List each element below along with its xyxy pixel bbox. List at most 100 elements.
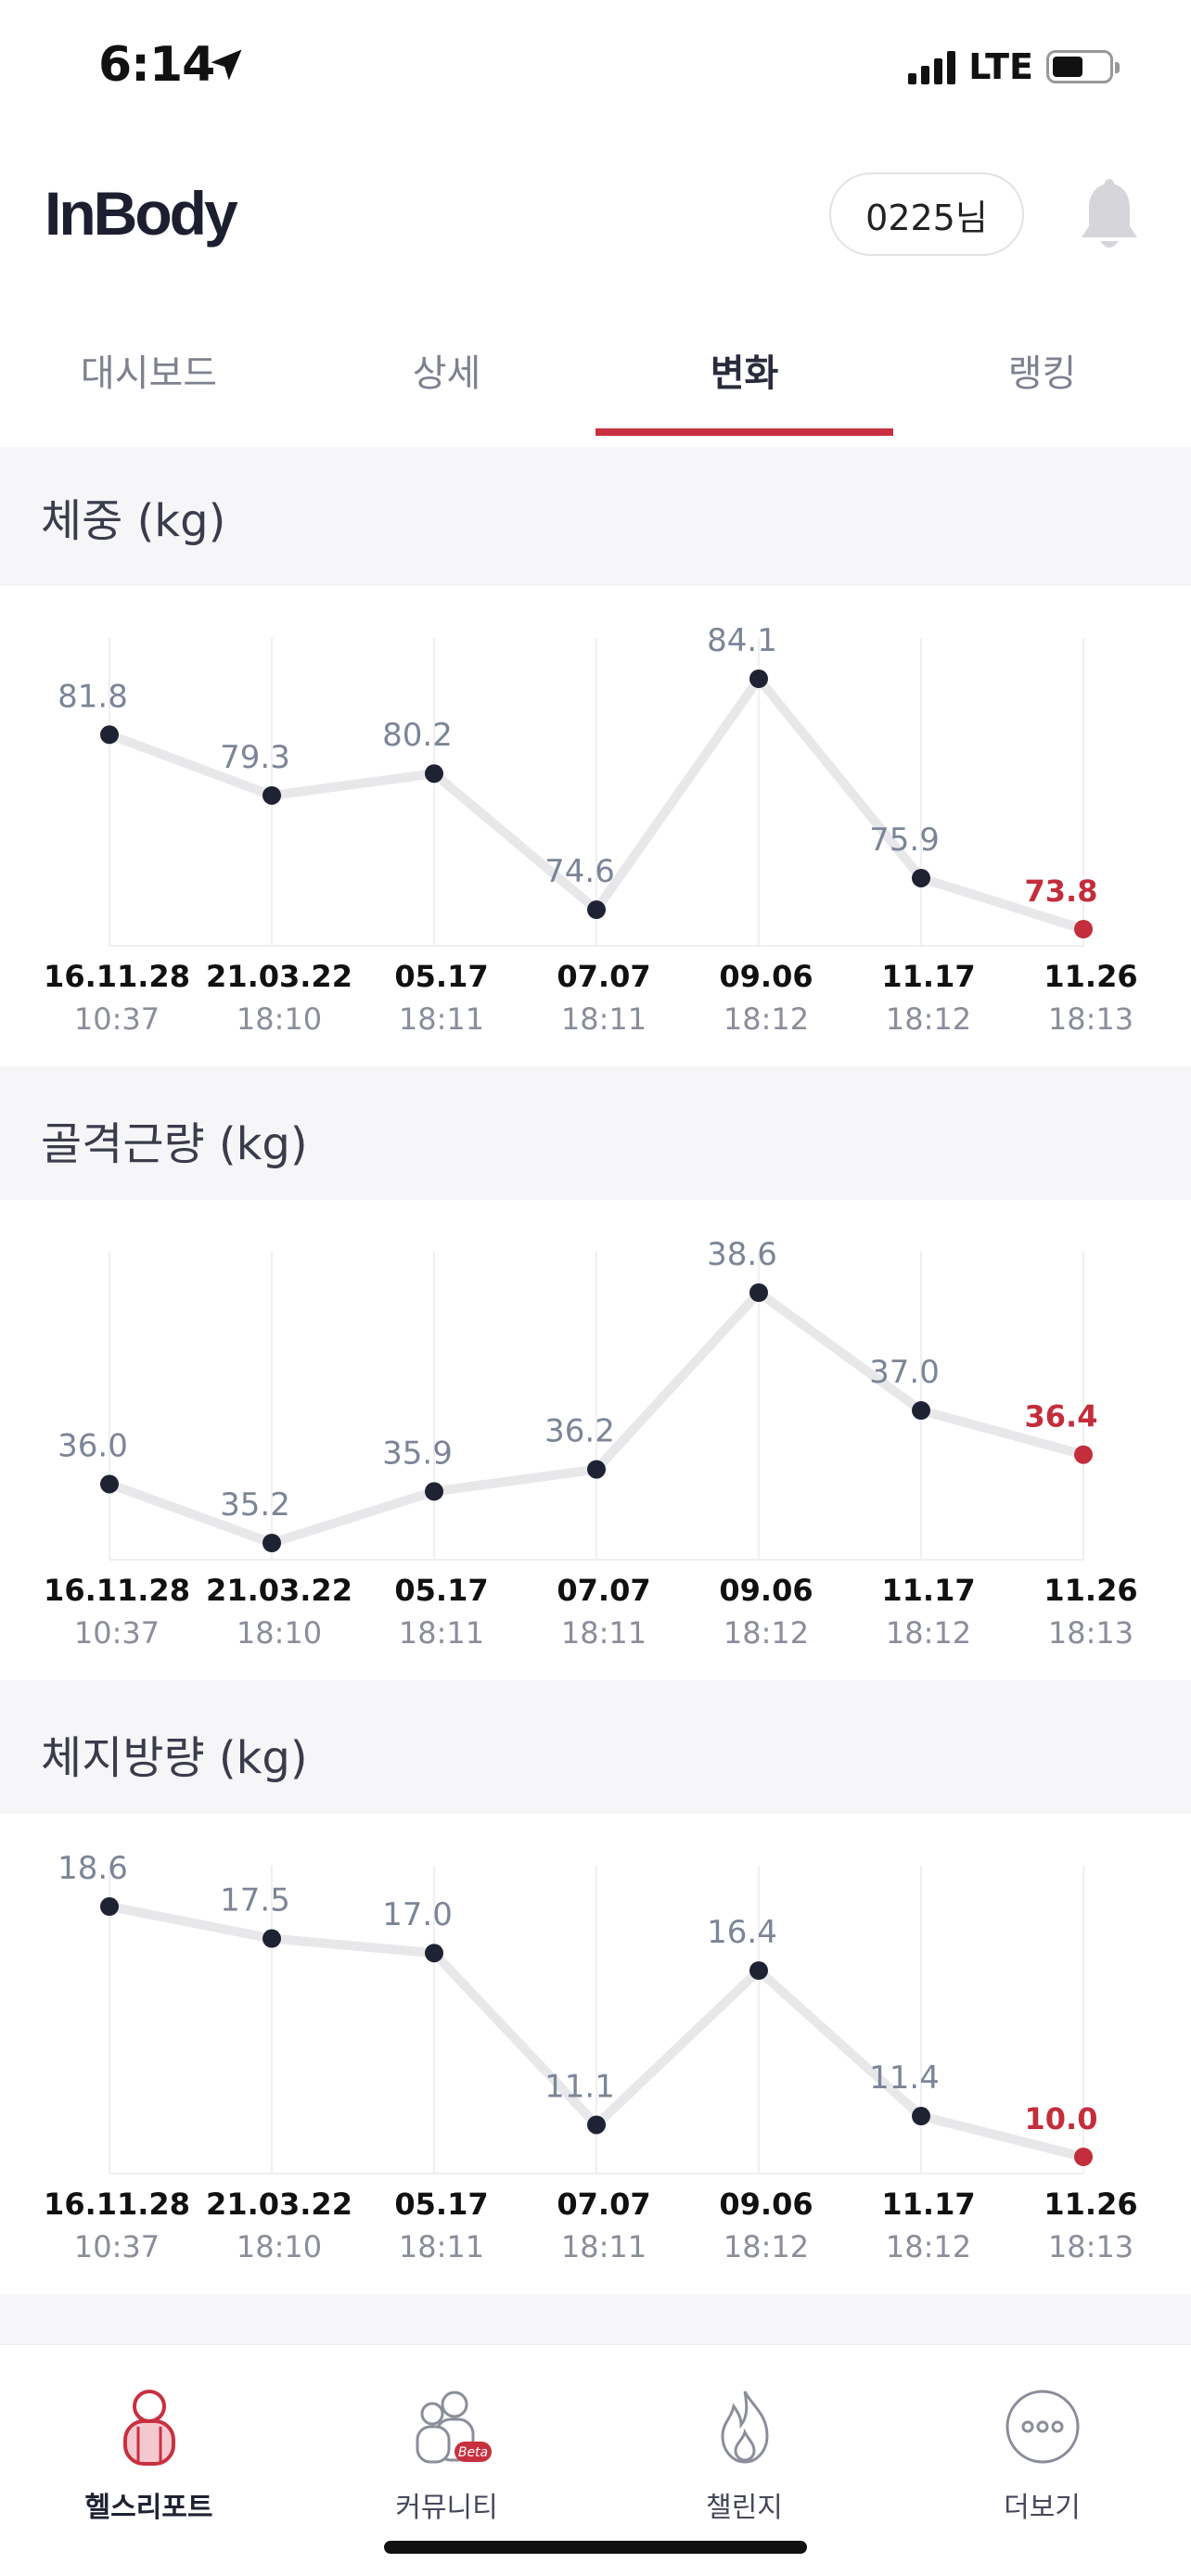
x-tick-date: 05.17	[394, 2187, 488, 2222]
section-title-fat: 체지방량 (kg)	[41, 1732, 308, 1784]
data-label: 80.2	[382, 717, 453, 754]
x-tick-date: 11.26	[1044, 2187, 1137, 2222]
x-tick-date: 11.17	[881, 1573, 975, 1608]
tab-detail[interactable]: 상세	[412, 352, 481, 395]
nav-more[interactable]: 더보기	[893, 2345, 1191, 2576]
nav-challenge[interactable]: 챌린지	[596, 2345, 893, 2576]
x-tick-date: 16.11.28	[44, 2187, 190, 2222]
data-point	[749, 1283, 768, 1302]
data-point	[1074, 920, 1093, 938]
data-point	[425, 764, 443, 784]
data-label: 16.4	[707, 1914, 777, 1951]
weight-chart: 81.8 79.3 80.2 74.6 84.1 75.9 73.8 16.11.28 10:3…	[44, 622, 1138, 1037]
data-point	[912, 2107, 930, 2126]
data-label: 35.2	[220, 1486, 290, 1524]
data-point	[749, 1961, 768, 1981]
x-tick-time: 18:12	[886, 1615, 971, 1651]
data-point	[912, 868, 930, 887]
data-point	[425, 1482, 443, 1501]
section-header-muscle: 골격근량 (kg)	[0, 1066, 1191, 1200]
tab-dashboard[interactable]: 대시보드	[80, 352, 218, 395]
data-point	[587, 900, 606, 920]
tab-bar: 대시보드 상세 변화 랭킹	[0, 315, 1191, 436]
muscle-chart: 36.0 35.2 35.9 36.2 38.6 37.0 36.4 16.11.28 10:3…	[44, 1236, 1138, 1651]
data-label: 36.0	[58, 1427, 128, 1464]
nav-label-more: 더보기	[1004, 2492, 1081, 2524]
signal-icon	[908, 49, 956, 84]
data-label: 38.6	[707, 1236, 777, 1273]
x-tick-date: 16.11.28	[44, 1573, 190, 1608]
bell-icon[interactable]	[1074, 178, 1145, 256]
x-tick-date: 21.03.22	[206, 959, 352, 994]
data-point	[100, 1897, 119, 1916]
x-tick-date: 07.07	[557, 1573, 650, 1608]
x-tick-date: 16.11.28	[44, 959, 190, 994]
flame-icon	[720, 2391, 769, 2464]
x-tick-date: 05.17	[394, 959, 488, 994]
x-tick-time: 18:11	[399, 1615, 484, 1651]
x-tick-time: 18:12	[886, 2229, 971, 2264]
beta-badge: Beta	[457, 2445, 487, 2460]
x-tick-time: 18:10	[237, 2229, 322, 2264]
x-tick-time: 18:11	[399, 1001, 484, 1037]
home-indicator	[384, 2541, 807, 2554]
bottom-nav: 헬스리포트 Beta 커뮤니티 챌린지 더보기	[0, 2344, 1191, 2576]
data-label: 17.5	[220, 1882, 290, 1919]
x-tick-time: 10:37	[74, 1615, 160, 1651]
status-time: 6:14	[98, 37, 215, 93]
data-point	[100, 725, 119, 745]
fat-chart: 18.6 17.5 17.0 11.1 16.4 11.4 10.0 16.11.28 10:3…	[44, 1850, 1138, 2264]
data-label: 73.8	[1025, 874, 1098, 909]
data-point	[912, 1401, 930, 1421]
data-label: 10.0	[1025, 2101, 1098, 2136]
x-tick-date: 21.03.22	[206, 2187, 352, 2222]
data-point	[587, 2115, 606, 2135]
data-label: 79.3	[220, 739, 290, 776]
x-tick-time: 18:10	[237, 1001, 322, 1037]
tab-change[interactable]: 변화	[596, 315, 893, 436]
data-label: 74.6	[544, 853, 615, 890]
x-tick-time: 18:10	[237, 1615, 322, 1651]
section-title-weight: 체중 (kg)	[41, 495, 226, 547]
status-bar: 6:14 LTE	[0, 0, 1191, 139]
network-type: LTE	[968, 46, 1033, 87]
nav-health-report[interactable]: 헬스리포트	[0, 2345, 298, 2576]
fat-chart-panel: 18.6 17.5 17.0 11.1 16.4 11.4 10.0 16.11.28 10:3…	[0, 1814, 1191, 2294]
x-tick-date: 09.06	[719, 1573, 813, 1608]
x-tick-date: 11.26	[1044, 1573, 1137, 1608]
tab-ranking[interactable]: 랭킹	[1007, 352, 1077, 395]
section-header-weight: 체중 (kg)	[0, 447, 1191, 586]
data-point	[587, 1460, 606, 1479]
data-label: 11.1	[544, 2068, 615, 2105]
x-tick-time: 18:12	[724, 1001, 809, 1037]
data-label: 36.4	[1025, 1399, 1098, 1435]
data-point	[1074, 1445, 1093, 1464]
user-pill-button[interactable]: 0225님	[829, 172, 1024, 256]
x-tick-time: 18:13	[1048, 1001, 1133, 1037]
x-tick-date: 07.07	[557, 959, 650, 994]
inbody-logo: InBody	[45, 179, 238, 248]
data-point	[263, 1929, 281, 1948]
x-tick-time: 18:12	[886, 1001, 971, 1037]
x-tick-time: 18:12	[724, 2229, 809, 2264]
x-tick-date: 11.26	[1044, 959, 1137, 994]
nav-label-health-report: 헬스리포트	[84, 2492, 213, 2524]
x-tick-date: 11.17	[881, 2187, 975, 2222]
status-indicators: LTE	[908, 46, 1120, 87]
app-header: InBody 0225님	[0, 139, 1191, 297]
x-tick-time: 18:12	[724, 1615, 809, 1651]
section-title-muscle: 골격근량 (kg)	[41, 1118, 308, 1170]
data-point	[749, 670, 768, 688]
x-tick-date: 05.17	[394, 1573, 488, 1608]
x-tick-time: 18:11	[399, 2229, 484, 2264]
data-point	[425, 1944, 443, 1963]
weight-chart-panel: 81.8 79.3 80.2 74.6 84.1 75.9 73.8 16.11.28 10:3…	[0, 586, 1191, 1066]
data-label: 37.0	[869, 1354, 940, 1391]
muscle-chart-panel: 36.0 35.2 35.9 36.2 38.6 37.0 36.4 16.11.28 10:3…	[0, 1200, 1191, 1680]
nav-community[interactable]: Beta 커뮤니티	[298, 2345, 596, 2576]
x-tick-date: 07.07	[557, 2187, 650, 2222]
data-label: 18.6	[58, 1850, 128, 1887]
x-tick-date: 09.06	[719, 959, 813, 994]
data-label: 11.4	[869, 2060, 940, 2097]
data-label: 35.9	[382, 1435, 453, 1472]
